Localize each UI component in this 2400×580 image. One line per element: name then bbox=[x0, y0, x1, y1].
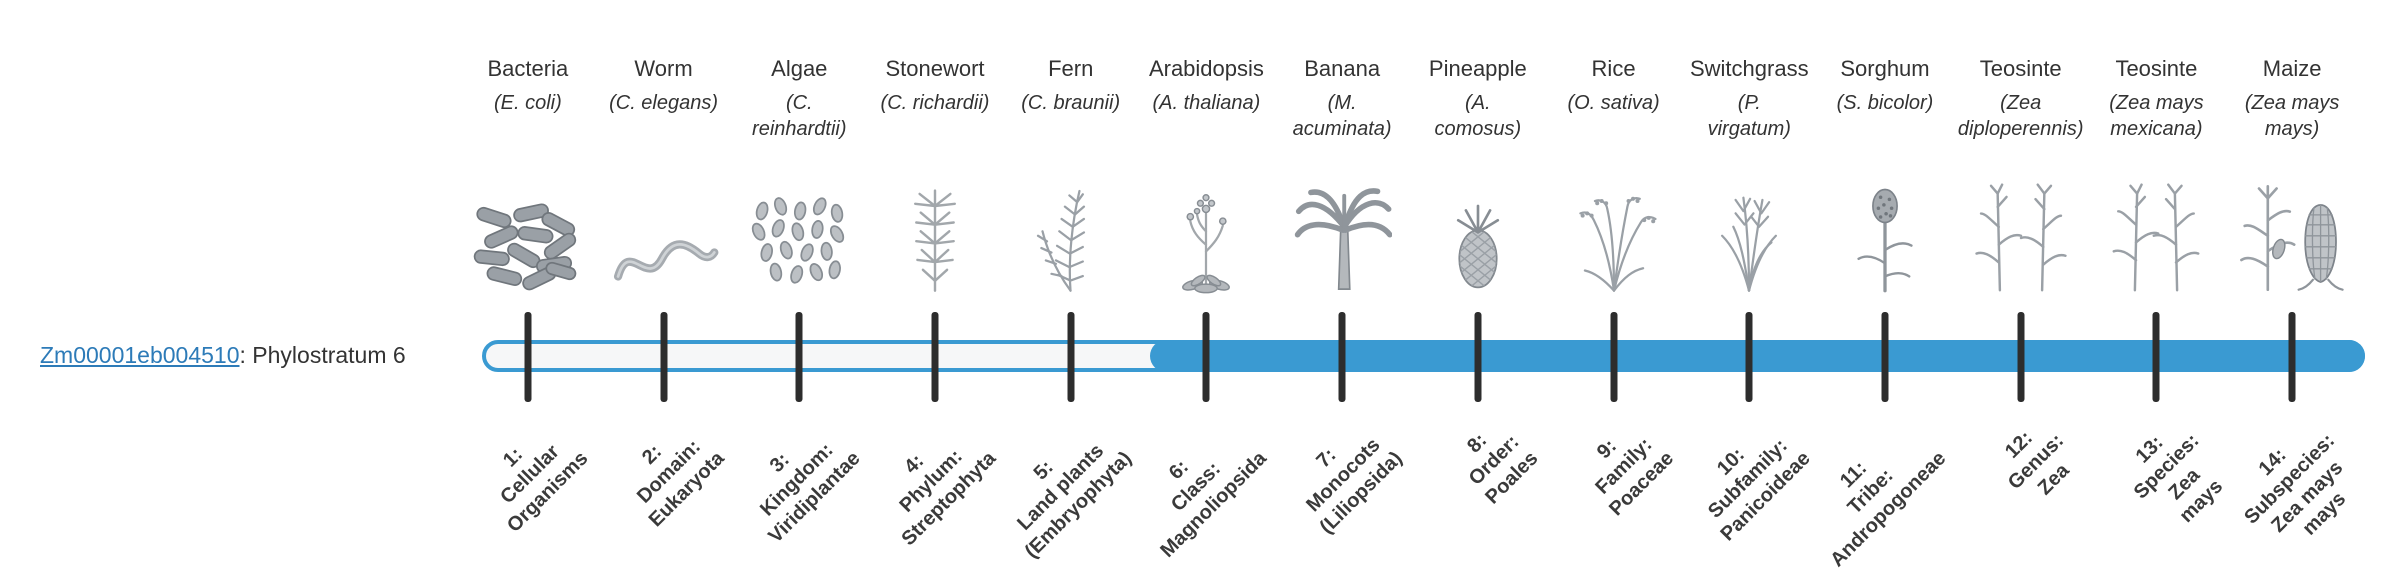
phylostratum-axis-label: 10: Subfamily: Panicoideae bbox=[1703, 435, 1815, 546]
organism-name: Maize bbox=[2262, 56, 2322, 81]
organism-name: Arabidopsis bbox=[1148, 56, 1264, 81]
phylostratum-axis-label: 8: Order: Poales bbox=[1463, 429, 1543, 509]
phylostratum-axis-label: 2: Domain: Eukaryota bbox=[633, 435, 729, 532]
banana-icon bbox=[1292, 144, 1393, 294]
phylostratum-tick bbox=[931, 312, 939, 402]
organism-scientific-name: (Zea mays mays) bbox=[2244, 92, 2340, 141]
organism-scientific-name: (S. bicolor) bbox=[1836, 92, 1934, 115]
organism-name: Banana bbox=[1304, 56, 1381, 81]
timeline-fill-phylostratum-range bbox=[1150, 340, 2365, 372]
phylostratum-column: Maize (Zea mays mays) bbox=[2224, 0, 2360, 580]
organism-scientific-name: (C. braunii) bbox=[1021, 92, 1121, 115]
phylostratum-tick bbox=[524, 312, 532, 402]
sorghum-icon bbox=[1852, 144, 1918, 294]
organism-scientific-name: (M. acuminata) bbox=[1292, 92, 1392, 141]
phylostratum-column: Sorghum (S. bicolor) bbox=[1817, 0, 1953, 580]
organism-name: Rice bbox=[1591, 56, 1636, 81]
phylostratum-tick bbox=[1474, 312, 1482, 402]
organism-scientific-name: (E. coli) bbox=[493, 92, 562, 115]
phylostratum-axis-label: 1: Cellular Organisms bbox=[496, 440, 593, 537]
phylostratum-axis-label: 13: Species: Zea mays bbox=[2130, 429, 2228, 528]
phylostratum-tick bbox=[2017, 312, 2025, 402]
organism-scientific-name: (A. comosus) bbox=[1434, 92, 1522, 141]
gene-phylostratum-text: : Phylostratum 6 bbox=[239, 342, 406, 368]
teosinte-icon bbox=[2106, 144, 2206, 294]
organism-scientific-name: (P. virgatum) bbox=[1707, 92, 1791, 141]
arabidopsis-icon bbox=[1171, 144, 1241, 294]
organism-name: Fern bbox=[1048, 56, 1094, 81]
teosinte-icon bbox=[1971, 144, 2071, 294]
phylostratum-column: Worm (C. elegans) 2: Domain: Eukaryota bbox=[596, 0, 732, 580]
phylostratum-tick bbox=[1338, 312, 1346, 402]
organism-scientific-name: (Zea mays mexicana) bbox=[2109, 92, 2204, 141]
phylostratum-tick bbox=[1202, 312, 1210, 402]
phylostratum-axis-label: 9: Family: Poaceae bbox=[1592, 433, 1679, 521]
organism-scientific-name: (O. sativa) bbox=[1567, 92, 1660, 115]
organism-name: Algae bbox=[771, 56, 828, 81]
phylostratum-column: Banana (M. acuminata) 7: Mo bbox=[1274, 0, 1410, 580]
organism-scientific-name: (Zea diploperennis) bbox=[1957, 92, 2084, 141]
phylostratum-tick bbox=[1881, 312, 1889, 402]
phylostratum-axis-label: 7: Monocots (Liliopsida) bbox=[1302, 434, 1407, 539]
organism-name: Stonewort bbox=[885, 56, 985, 81]
organism-scientific-name: (C. reinhardtii) bbox=[752, 92, 847, 141]
phylostratum-column: Switchgrass (P. virgatum) bbox=[1681, 0, 1817, 580]
phylostratum-axis-label: 4: Phylum: Streptophyta bbox=[895, 445, 1000, 550]
phylostratum-tick bbox=[2152, 312, 2160, 402]
phylostratum-column: Bacteria (E. coli) bbox=[460, 0, 596, 580]
phylostratum-axis-label: 6: Class: Magnoliopsida bbox=[1156, 447, 1272, 562]
phylostratum-column: Arabidopsis (A. thaliana) bbox=[1139, 0, 1275, 580]
phylostratum-column: Fern (C. braunii) 5: Land plants (Embryo… bbox=[1003, 0, 1139, 580]
maize-icon bbox=[2237, 144, 2347, 294]
phylostratum-column: Teosinte (Zea diploperennis) bbox=[1953, 0, 2089, 580]
phylostratum-tick bbox=[795, 312, 803, 402]
organism-name: Switchgrass bbox=[1689, 56, 1809, 81]
pineapple-icon bbox=[1445, 144, 1511, 294]
phylostratum-column: Pineapple (A. comosus) 8: Order: Poales bbox=[1410, 0, 1546, 580]
organism-name: Bacteria bbox=[487, 56, 569, 81]
organism-name: Pineapple bbox=[1428, 56, 1527, 81]
phylostratum-column: Rice (O. sativa) bbox=[1546, 0, 1682, 580]
phylostratum-columns: Bacteria (E. coli) bbox=[460, 0, 2360, 580]
organism-scientific-name: (A. thaliana) bbox=[1152, 92, 1261, 115]
phylostratum-tick bbox=[1745, 312, 1753, 402]
phylostratum-axis-label: 3: Kingdom: Viridiplantae bbox=[755, 439, 865, 548]
organism-scientific-name: (C. richardii) bbox=[880, 92, 990, 115]
stonewort-icon bbox=[902, 144, 968, 294]
phylostratum-column: Stonewort (C. richardii) 4: Phylum: Stre… bbox=[867, 0, 1003, 580]
rice-icon bbox=[1568, 144, 1660, 294]
organism-name: Worm bbox=[634, 56, 693, 81]
phylostratum-tick bbox=[1067, 312, 1075, 402]
phylostratum-axis-label: 14: Subspecies: Zea mays mays bbox=[2240, 429, 2351, 540]
organism-name: Teosinte bbox=[2115, 56, 2198, 81]
gene-label: Zm00001eb004510: Phylostratum 6 bbox=[40, 342, 406, 369]
phylostratum-axis-label: 5: Land plants (Embryophyta) bbox=[1013, 440, 1136, 563]
phylostratum-tick bbox=[2288, 312, 2296, 402]
organism-scientific-name: (C. elegans) bbox=[609, 92, 719, 115]
phylostratum-axis-label: 12: Genus: Zea bbox=[2000, 426, 2074, 500]
phylostratum-column: Teosinte (Zea mays mexicana) bbox=[2089, 0, 2227, 580]
worm-icon bbox=[609, 144, 719, 294]
switchgrass-icon bbox=[1703, 144, 1795, 294]
fern-icon bbox=[1023, 144, 1118, 294]
organism-name: Teosinte bbox=[1979, 56, 2062, 81]
bacteria-icon bbox=[470, 144, 585, 294]
gene-id-link[interactable]: Zm00001eb004510 bbox=[40, 342, 240, 368]
phylostratum-tick bbox=[1610, 312, 1618, 402]
phylostratum-column: Algae (C. reinhardtii) bbox=[731, 0, 867, 580]
phylostratum-tick bbox=[660, 312, 668, 402]
algae-icon bbox=[747, 144, 851, 294]
organism-name: Sorghum bbox=[1840, 56, 1930, 81]
